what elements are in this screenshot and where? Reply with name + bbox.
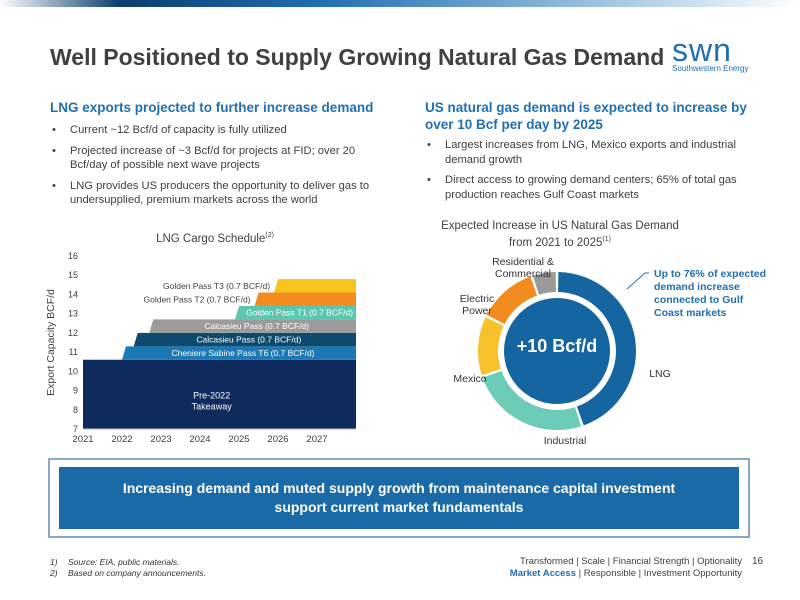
right-heading: US natural gas demand is expected to inc… (425, 100, 747, 132)
layer-label: Cheniere Sabine Pass T6 (0.7 BCF/d) (172, 348, 315, 358)
layer-label: Calcasieu Pass (0.7 BCF/d) (204, 321, 309, 331)
donut-label-resid: Residential & Commercial (478, 256, 568, 280)
donut-center-label: +10 Bcf/d (516, 336, 598, 356)
donut-center (504, 298, 610, 404)
y-tick-label: 9 (73, 386, 78, 396)
y-tick-label: 8 (73, 405, 78, 415)
summary-banner-text: Increasing demand and muted supply growt… (122, 480, 676, 515)
layer-0 (83, 359, 356, 429)
summary-banner: Increasing demand and muted supply growt… (48, 458, 750, 538)
y-tick-label: 11 (69, 347, 78, 357)
layer-label: Golden Pass T3 (0.7 BCF/d) (163, 281, 270, 291)
y-tick-label: 15 (68, 270, 78, 280)
donut-chart-title: Expected Increase in US Natural Gas Dema… (420, 219, 700, 250)
logo-subtext: Southwestern Energy (672, 64, 749, 73)
top-accent-bar (0, 0, 800, 7)
footnote-1-number: 1) (50, 557, 58, 567)
left-bullets: Current ~12 Bcf/d of capacity is fully u… (50, 123, 375, 214)
page-number: 16 (752, 556, 764, 567)
y-tick-label: 10 (68, 366, 78, 376)
x-tick-label: 2025 (228, 434, 249, 445)
donut-label-resid-2: Commercial (494, 268, 551, 280)
layer-label: Golden Pass T2 (0.7 BCF/d) (144, 294, 251, 304)
y-tick-label: 14 (68, 289, 78, 299)
donut-label-electric-2: Power (462, 305, 492, 317)
layer-4 (235, 305, 356, 320)
x-tick-label: 2021 (72, 434, 93, 445)
layer-label: Calcasieu Pass (0.7 BCF/d) (196, 335, 301, 345)
x-tick-label: 2027 (306, 434, 327, 445)
tagline-line-1: Transformed | Scale | Financial Strength… (520, 556, 742, 567)
summary-banner-fill: Increasing demand and muted supply growt… (59, 467, 739, 529)
y-tick-label: 12 (68, 328, 78, 338)
gulf-coast-callout: Up to 76% of expected demand increase co… (654, 268, 767, 319)
layer-5 (254, 292, 356, 306)
donut-slice-0 (558, 272, 637, 426)
left-bullet-2: Projected increase of ~3 Bcf/d for proje… (50, 144, 375, 173)
donut-label-electric: Electric Power (442, 293, 512, 317)
layer-2 (133, 332, 356, 347)
donut-title-sup: (1) (602, 236, 611, 243)
donut-label-resid-1: Residential & (492, 256, 554, 268)
x-tick-label: 2023 (150, 434, 171, 445)
right-bullets: Largest increases from LNG, Mexico expor… (425, 138, 760, 208)
company-logo: swn Southwestern Energy (672, 34, 782, 82)
demand-donut-chart (478, 272, 649, 430)
layer-label: Pre-2022 (193, 390, 230, 400)
footnote-2-number: 2) (50, 568, 58, 578)
tagline-highlight: Market Access (509, 568, 576, 579)
donut-label-mexico: Mexico (453, 373, 487, 385)
donut-label-electric-1: Electric (459, 293, 495, 305)
tagline-line-2: | Responsible | Investment Opportunity (576, 568, 742, 579)
footnotes: 1) Source: EIA, public materials. 2) Based… (50, 557, 206, 579)
left-heading: LNG exports projected to further increas… (50, 100, 374, 115)
layer-6 (274, 279, 356, 293)
donut-slice-1 (482, 370, 582, 430)
layer-3 (149, 319, 356, 333)
donut-title-line-2: from 2021 to 2025 (509, 236, 603, 249)
donut-slice-3 (486, 276, 538, 324)
y-tick-label: 13 (68, 309, 78, 319)
donut-label-lng: LNG (649, 368, 671, 380)
lng-cargo-chart: 7 8 9 10 11 12 13 14 15 16 2021 2022 2023 2024 2025 202… (45, 251, 356, 445)
y-tick-label: 16 (68, 251, 78, 261)
donut-slice-2 (478, 317, 504, 376)
layer-label: Takeaway (192, 401, 233, 411)
logo-wordmark: swn (672, 32, 732, 68)
lng-chart-title-sup: (2) (265, 232, 274, 239)
donut-slice-4 (532, 272, 556, 295)
tagline: Transformed | Scale | Financial Strength… (510, 556, 742, 580)
left-bullet-1: Current ~12 Bcf/d of capacity is fully u… (50, 123, 375, 138)
donut-label-industrial: Industrial (543, 435, 587, 447)
y-axis-label: Export Capacity BCF/d (45, 289, 57, 396)
callout-leader (626, 272, 649, 290)
footnote-2-text: Based on company announcements. (68, 568, 206, 578)
footnote-1-text: Source: EIA, public materials. (68, 557, 180, 567)
left-bullet-3: LNG provides US producers the opportunit… (50, 179, 375, 208)
layer-label: Golden Pass T1 (0.7 BCF/d) (246, 308, 353, 318)
donut-title-line-1: Expected Increase in US Natural Gas Dema… (441, 220, 679, 232)
layer-1 (122, 346, 356, 360)
x-tick-label: 2022 (111, 434, 132, 445)
page-title: Well Positioned to Supply Growing Natura… (50, 44, 665, 70)
x-tick-label: 2024 (189, 434, 210, 445)
lng-chart-title-text: LNG Cargo Schedule (156, 232, 266, 245)
right-bullet-2: Direct access to growing demand centers;… (425, 173, 760, 202)
x-tick-label: 2026 (267, 434, 288, 445)
right-bullet-1: Largest increases from LNG, Mexico expor… (425, 138, 760, 167)
y-tick-label: 7 (73, 424, 78, 434)
lng-chart-title: LNG Cargo Schedule(2) (130, 232, 300, 245)
